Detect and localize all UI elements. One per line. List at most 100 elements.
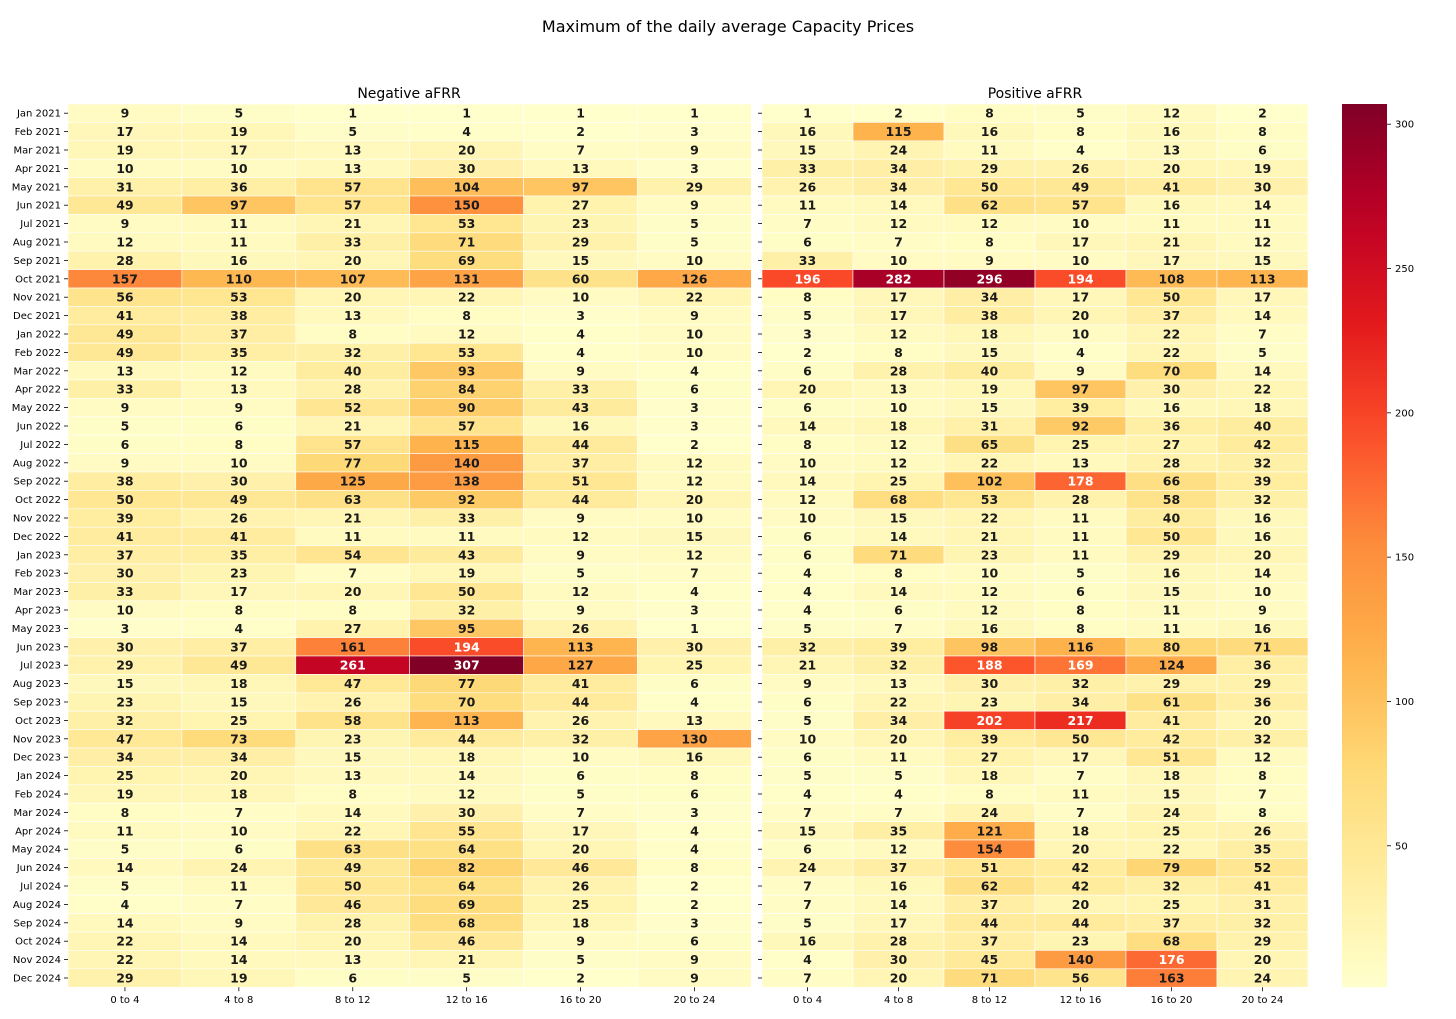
y-tick-label: Jul 2022 [19,440,61,451]
cell-value-label: 6 [803,529,812,544]
cell-value-label: 10 [981,566,999,581]
cell-value-label: 110 [226,271,252,286]
cell-value-label: 126 [681,271,707,286]
y-tick-label: Apr 2021 [15,164,61,175]
cell-value-label: 14 [1254,566,1272,581]
cell-value-label: 2 [690,897,699,912]
cell-value-label: 125 [340,474,366,489]
cell-value-label: 61 [1163,695,1180,710]
cell-value-label: 27 [344,621,361,636]
cell-value-label: 6 [1076,584,1085,599]
cell-value-label: 5 [576,787,585,802]
cell-value-label: 31 [116,179,133,194]
cell-value-label: 44 [1072,915,1090,930]
cell-value-label: 13 [686,713,703,728]
cell-value-label: 15 [686,529,703,544]
cell-value-label: 13 [572,161,589,176]
cell-value-label: 62 [981,879,998,894]
cell-value-label: 8 [121,805,130,820]
cell-value-label: 18 [1163,768,1180,783]
cell-value-label: 10 [230,161,248,176]
cell-value-label: 9 [576,511,585,526]
cell-value-label: 7 [803,216,812,231]
panel-title-negative: Negative aFRR [357,86,461,102]
cell-value-label: 2 [803,345,812,360]
cell-value-label: 13 [344,952,361,967]
cell-value-label: 27 [1163,437,1180,452]
cell-value-label: 10 [116,603,134,618]
cell-value-label: 14 [799,474,817,489]
cell-value-label: 157 [112,271,138,286]
cell-value-label: 11 [890,750,907,765]
colorbar-gradient [1342,104,1387,988]
cell-value-label: 18 [572,915,589,930]
cell-value-label: 13 [1163,143,1180,158]
cell-value-label: 2 [690,437,699,452]
cell-value-label: 6 [803,400,812,415]
cell-value-label: 9 [690,971,699,986]
cell-value-label: 24 [1163,805,1181,820]
cell-value-label: 37 [981,934,998,949]
cell-value-label: 22 [458,290,475,305]
cell-value-label: 7 [803,897,812,912]
cell-value-label: 10 [686,345,704,360]
cell-value-label: 8 [348,787,357,802]
cell-value-label: 47 [116,731,133,746]
cell-value-label: 16 [1254,621,1272,636]
cell-value-label: 22 [1254,382,1271,397]
cell-value-label: 53 [981,492,998,507]
y-tick-label: Jul 2024 [19,882,61,893]
cell-value-label: 163 [1158,971,1184,986]
cell-value-label: 29 [981,161,998,176]
cell-value-label: 58 [1163,492,1180,507]
cell-value-label: 8 [234,437,243,452]
cell-value-label: 22 [1163,345,1180,360]
cell-value-label: 68 [890,492,907,507]
cell-value-label: 80 [1163,639,1181,654]
cell-value-label: 26 [1072,161,1090,176]
cell-value-label: 10 [799,511,817,526]
cell-value-label: 121 [976,823,1002,838]
y-tick-label: Jan 2024 [16,771,61,782]
cell-value-label: 2 [894,106,903,121]
cell-value-label: 11 [1072,529,1089,544]
cell-value-label: 25 [686,658,703,673]
cell-value-label: 115 [454,437,480,452]
cell-value-label: 5 [894,768,903,783]
cell-value-label: 28 [1072,492,1089,507]
y-tick-label: Oct 2023 [15,716,61,727]
cell-value-label: 1 [690,621,699,636]
cell-value-label: 36 [230,179,248,194]
cell-value-label: 77 [458,676,475,691]
cell-value-label: 20 [890,971,908,986]
cell-value-label: 194 [454,639,480,654]
y-tick-label: Nov 2021 [13,293,61,304]
cell-value-label: 19 [1254,161,1271,176]
cell-value-label: 32 [116,713,133,728]
cell-value-label: 9 [121,216,130,231]
cell-value-label: 138 [454,474,480,489]
cell-value-label: 16 [981,124,999,139]
cell-value-label: 19 [116,143,133,158]
cell-value-label: 49 [230,658,247,673]
cell-value-label: 20 [1254,547,1272,562]
cell-value-label: 29 [1254,676,1271,691]
cell-value-label: 3 [803,327,812,342]
cell-value-label: 15 [344,750,361,765]
cell-value-label: 7 [1258,327,1267,342]
cell-value-label: 12 [572,529,589,544]
cell-value-label: 30 [981,676,999,691]
cell-value-label: 3 [690,124,699,139]
cell-value-label: 7 [894,235,903,250]
cell-value-label: 28 [116,253,133,268]
cell-value-label: 10 [686,327,704,342]
cell-value-label: 6 [894,603,903,618]
cell-value-label: 176 [1158,952,1184,967]
cell-value-label: 37 [1163,308,1180,323]
cell-value-label: 28 [890,934,907,949]
colorbar-tick-label: 100 [1395,697,1414,708]
cell-value-label: 38 [230,308,247,323]
cell-value-label: 13 [116,363,133,378]
cell-value-label: 44 [572,492,590,507]
cell-value-label: 23 [230,566,247,581]
